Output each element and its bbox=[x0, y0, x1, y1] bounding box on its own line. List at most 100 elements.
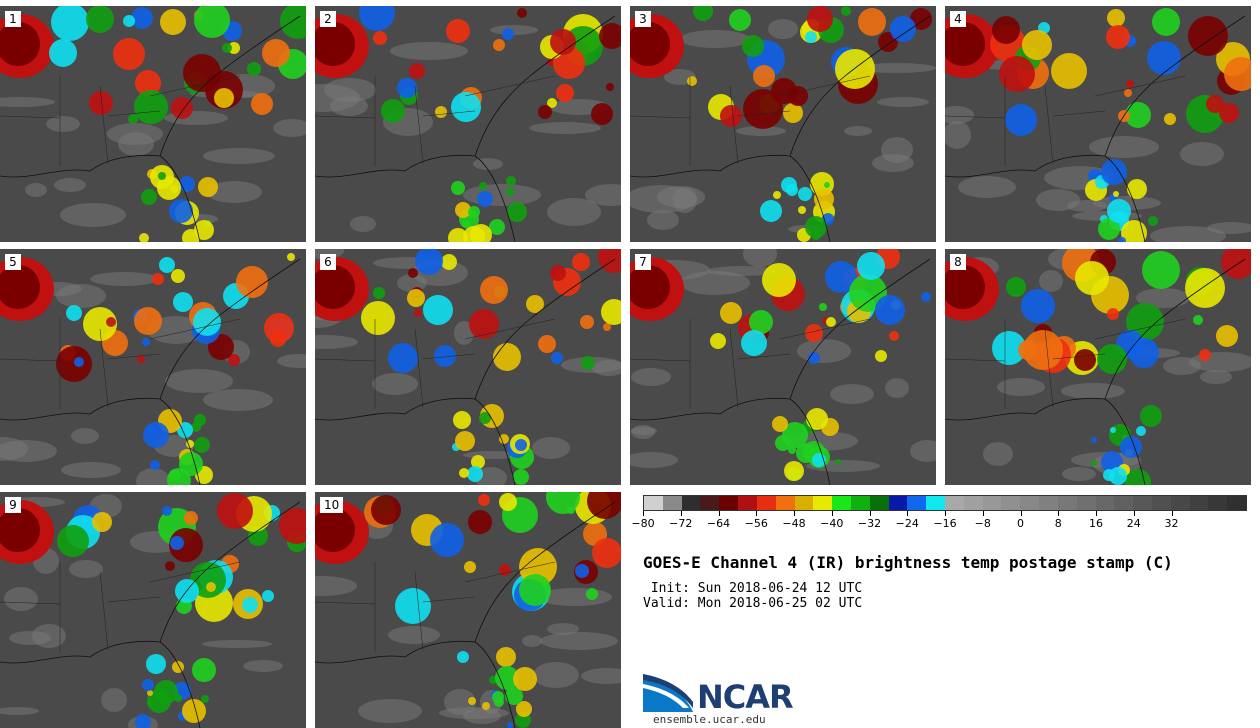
colorbar-segment bbox=[1227, 496, 1246, 510]
panel-number: 2 bbox=[320, 11, 336, 27]
colorbar-segment bbox=[1039, 496, 1058, 510]
colorbar-tick-mark bbox=[831, 511, 833, 516]
colorbar-segment bbox=[926, 496, 945, 510]
colorbar-tick-label: −8 bbox=[974, 517, 991, 530]
colorbar-segment bbox=[756, 496, 776, 510]
satellite-map-icon bbox=[315, 492, 621, 728]
colorbar-segment bbox=[1208, 496, 1228, 510]
colorbar-tick-mark bbox=[907, 511, 909, 516]
colorbar-tick-mark bbox=[869, 511, 871, 516]
colorbar-tick-label: −72 bbox=[669, 517, 693, 530]
ncar-logo-text: NCAR bbox=[697, 678, 794, 716]
colorbar-tick-mark bbox=[756, 511, 758, 516]
colorbar-tick-label: −24 bbox=[895, 517, 919, 530]
colorbar-tick-label: −16 bbox=[933, 517, 957, 530]
colorbar-segment bbox=[700, 496, 720, 510]
colorbar-segment bbox=[1020, 496, 1040, 510]
colorbar-segment bbox=[963, 496, 983, 510]
colorbar-tick-label: 0 bbox=[1017, 517, 1024, 530]
panel-number: 8 bbox=[950, 254, 966, 270]
colorbar-segment bbox=[644, 496, 663, 510]
ir-panel: 3 bbox=[630, 6, 936, 242]
colorbar-tick-mark bbox=[1133, 511, 1135, 516]
ir-panel: 2 bbox=[315, 6, 621, 242]
panel-number: 6 bbox=[320, 254, 336, 270]
colorbar-tick-mark bbox=[1171, 511, 1173, 516]
colorbar-segment bbox=[662, 496, 682, 510]
ir-panel: 1 bbox=[0, 6, 306, 242]
colorbar-segment bbox=[1001, 496, 1021, 510]
colorbar-segment bbox=[869, 496, 889, 510]
satellite-map-icon bbox=[315, 249, 621, 485]
colorbar-tick-mark bbox=[643, 511, 644, 516]
satellite-map-icon bbox=[630, 249, 936, 485]
colorbar-segment bbox=[907, 496, 927, 510]
colorbar-segment bbox=[1189, 496, 1209, 510]
colorbar-segment bbox=[888, 496, 908, 510]
colorbar-segment bbox=[1170, 496, 1190, 510]
colorbar-tick-label: −32 bbox=[857, 517, 882, 530]
colorbar-segment bbox=[1057, 496, 1077, 510]
figure-title: GOES-E Channel 4 (IR) brightness temp po… bbox=[643, 553, 1173, 572]
colorbar-tick-label: 24 bbox=[1126, 517, 1141, 530]
valid-time: Valid: Mon 2018-06-25 02 UTC bbox=[643, 596, 863, 611]
satellite-map-icon bbox=[0, 249, 306, 485]
ir-panel: 8 bbox=[945, 249, 1251, 485]
ir-panel: 4 bbox=[945, 6, 1251, 242]
panel-number: 1 bbox=[5, 11, 21, 27]
colorbar-segment bbox=[832, 496, 851, 510]
colorbar-segment bbox=[1133, 496, 1152, 510]
colorbar-segment bbox=[1114, 496, 1134, 510]
panel-number: 9 bbox=[5, 497, 21, 513]
colorbar-segment bbox=[945, 496, 964, 510]
colorbar-segment bbox=[813, 496, 833, 510]
colorbar-tick-label: −64 bbox=[706, 517, 731, 530]
colorbar-tick-mark bbox=[1020, 511, 1022, 516]
colorbar-segment bbox=[1095, 496, 1115, 510]
ncar-logo-icon bbox=[643, 674, 693, 712]
colorbar-segment bbox=[982, 496, 1002, 510]
satellite-map-icon bbox=[0, 492, 306, 728]
colorbar-segment bbox=[1151, 496, 1171, 510]
colorbar-tick-label: −80 bbox=[631, 517, 655, 530]
colorbar-ticks: −80 −72 −64 −56 −48 −40 −32 −24 −16 −8 0 8 16 24 32 bbox=[631, 511, 1247, 541]
site-url: ensemble.ucar.edu bbox=[653, 713, 766, 726]
colorbar-segment bbox=[850, 496, 870, 510]
ir-panel: 7 bbox=[630, 249, 936, 485]
colorbar-segment bbox=[681, 496, 701, 510]
satellite-map-icon bbox=[315, 6, 621, 242]
panel-number: 10 bbox=[320, 497, 344, 513]
panel-number: 4 bbox=[950, 11, 966, 27]
colorbar-segment bbox=[1076, 496, 1096, 510]
satellite-map-icon bbox=[0, 6, 306, 242]
ir-panel: 6 bbox=[315, 249, 621, 485]
satellite-map-icon bbox=[945, 6, 1251, 242]
colorbar-tick-mark bbox=[718, 511, 720, 516]
colorbar-tick-label: −56 bbox=[744, 517, 768, 530]
panel-number: 5 bbox=[5, 254, 21, 270]
colorbar-tick-label: 16 bbox=[1089, 517, 1103, 530]
colorbar-segment bbox=[775, 496, 795, 510]
colorbar-tick-label: 8 bbox=[1054, 517, 1062, 530]
ir-panel: 10 bbox=[315, 492, 621, 728]
panel-number: 7 bbox=[635, 254, 651, 270]
colorbar-tick-mark bbox=[945, 511, 946, 516]
colorbar-tick-label: 32 bbox=[1164, 517, 1179, 530]
colorbar-tick-mark bbox=[1058, 511, 1060, 516]
ir-panel: 5 bbox=[0, 249, 306, 485]
satellite-map-icon bbox=[945, 249, 1251, 485]
satellite-map-icon bbox=[630, 6, 936, 242]
colorbar-tick-mark bbox=[794, 511, 795, 516]
colorbar-segment bbox=[794, 496, 814, 510]
init-time: Init: Sun 2018-06-24 12 UTC bbox=[643, 581, 863, 596]
colorbar-tick-label: −40 bbox=[820, 517, 844, 530]
panel-number: 3 bbox=[635, 11, 651, 27]
ir-panel: 9 bbox=[0, 492, 306, 728]
colorbar-tick-mark bbox=[680, 511, 682, 516]
colorbar-segment bbox=[719, 496, 739, 510]
colorbar-tick-mark bbox=[1096, 511, 1097, 516]
colorbar-segment bbox=[738, 496, 757, 510]
colorbar-tick-label: −48 bbox=[782, 517, 806, 530]
colorbar-tick-mark bbox=[982, 511, 984, 516]
temperature-colorbar bbox=[643, 495, 1247, 511]
